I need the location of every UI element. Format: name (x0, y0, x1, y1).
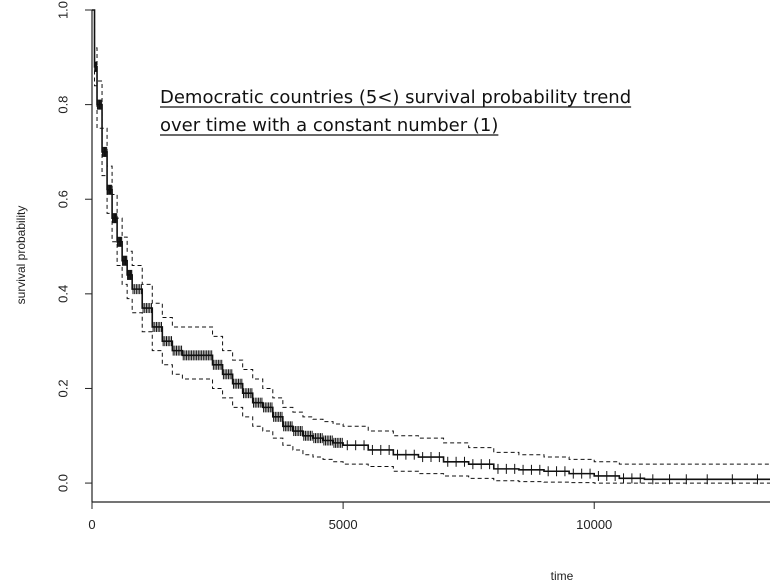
x-tick-label: 5000 (329, 517, 358, 532)
chart-title-line: over time with a constant number (1) (160, 115, 498, 136)
y-tick-label: 1.0 (55, 1, 70, 19)
y-tick-label: 0.8 (55, 96, 70, 114)
x-tick-label: 10000 (576, 517, 612, 532)
chart-ticks: 0 5000 10000 0.0 0.2 0.4 0.6 0.8 1.0 (55, 1, 612, 532)
chart-axes (91, 10, 770, 503)
chart-series (92, 9, 770, 485)
chart-title: Democratic countries (5<) survival proba… (160, 87, 632, 136)
survival-curve (92, 9, 770, 481)
y-axis-label: survival probability (14, 206, 28, 305)
x-tick-label: 0 (88, 517, 95, 532)
y-tick-label: 0.0 (55, 474, 70, 492)
y-tick-label: 0.6 (55, 190, 70, 208)
x-axis-label: time (551, 569, 574, 583)
y-tick-label: 0.4 (55, 285, 70, 303)
confidence-band-line (92, 9, 770, 465)
y-tick-label: 0.2 (55, 379, 70, 397)
confidence-band-line (92, 9, 770, 484)
chart-title-line: Democratic countries (5<) survival proba… (160, 87, 631, 108)
